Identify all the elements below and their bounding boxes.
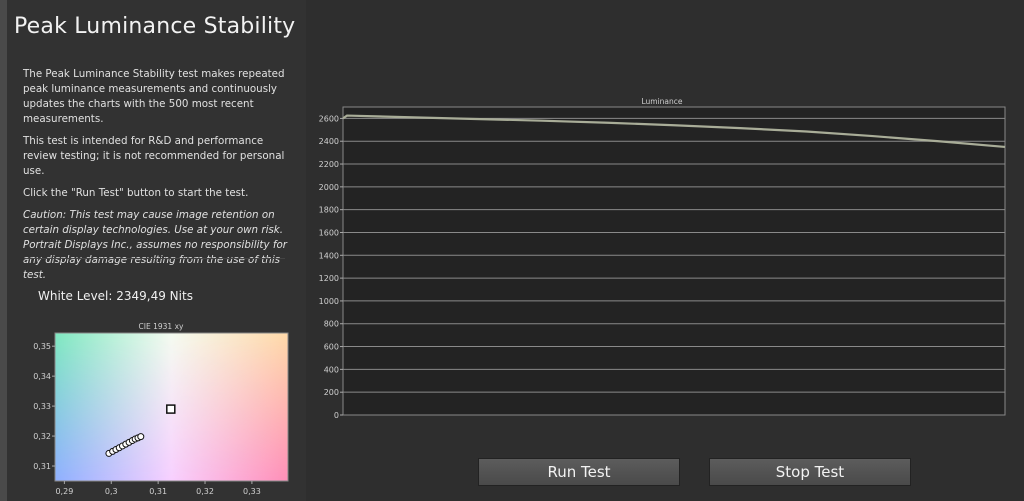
y-tick-label: 2600 — [319, 114, 339, 123]
cie-chart-title: CIE 1931 xy — [139, 322, 184, 331]
cie-chart: CIE 1931 xy 0,29 0,3 0,31 0,32 0,33 0,31 0,32 0… — [33, 322, 289, 496]
target-white-point-marker — [166, 404, 176, 414]
y-tick-label: 0,33 — [33, 402, 51, 411]
y-tick-label: 400 — [324, 365, 339, 374]
y-tick-label: 0,32 — [33, 432, 51, 441]
y-tick-label: 800 — [324, 320, 339, 329]
y-tick-label: 200 — [324, 388, 339, 397]
y-tick-label: 0 — [334, 411, 339, 420]
y-tick-label: 2200 — [319, 160, 339, 169]
description: The Peak Luminance Stability test makes … — [23, 67, 298, 290]
y-tick-label: 1800 — [319, 206, 339, 215]
x-tick-label: 0,33 — [243, 487, 261, 496]
luminance-chart: Luminance 0 200 400 600 800 1000 1200 1400 1600 1… — [319, 97, 1006, 420]
y-tick-label: 2400 — [319, 137, 339, 146]
y-tick-label: 600 — [324, 343, 339, 352]
run-test-button[interactable]: Run Test — [478, 458, 680, 486]
divider — [25, 258, 285, 259]
y-tick-label: 1000 — [319, 297, 339, 306]
y-tick-label: 1200 — [319, 274, 339, 283]
description-paragraph: Click the "Run Test" button to start the… — [23, 187, 249, 199]
luminance-series-line — [342, 114, 1006, 149]
description-paragraph: The Peak Luminance Stability test makes … — [23, 68, 285, 125]
x-tick-label: 0,32 — [196, 487, 214, 496]
x-tick-label: 0,29 — [55, 487, 73, 496]
luminance-chart-title: Luminance — [641, 97, 682, 106]
y-tick-label: 1400 — [319, 251, 339, 260]
y-tick-label: 0,35 — [33, 342, 51, 351]
y-tick-label: 2000 — [319, 183, 339, 192]
x-tick-label: 0,31 — [149, 487, 167, 496]
luminance-plot-area — [342, 106, 1006, 416]
y-tick-label: 1600 — [319, 228, 339, 237]
white-level-readout: White Level: 2349,49 Nits — [38, 289, 193, 303]
measurement-point — [137, 433, 145, 441]
y-tick-label: 0,34 — [33, 372, 51, 381]
y-tick-label: 0,31 — [33, 462, 51, 471]
caution-text: Caution: This test may cause image reten… — [23, 209, 287, 281]
description-paragraph: This test is intended for R&D and perfor… — [23, 135, 285, 177]
stop-test-button[interactable]: Stop Test — [709, 458, 911, 486]
x-tick-label: 0,3 — [105, 487, 118, 496]
window-edge — [0, 0, 7, 501]
page-title: Peak Luminance Stability — [14, 14, 296, 39]
